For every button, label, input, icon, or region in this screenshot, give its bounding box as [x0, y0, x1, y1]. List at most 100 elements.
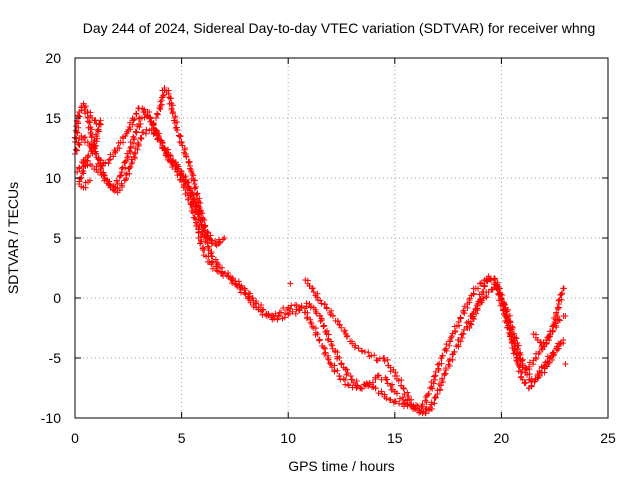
- series-track-d: [153, 85, 223, 249]
- data-point-marker: [555, 305, 562, 312]
- data-point-marker: [475, 285, 482, 292]
- data-point-marker: [209, 253, 216, 260]
- data-point-marker: [312, 306, 319, 313]
- data-point-marker: [118, 165, 125, 172]
- data-point-marker: [354, 382, 361, 389]
- data-point-marker: [313, 294, 320, 301]
- data-point-marker: [439, 352, 446, 359]
- data-point-marker: [165, 146, 172, 153]
- x-tick-label: 5: [178, 430, 186, 446]
- data-point-marker: [177, 133, 184, 140]
- data-point-marker: [245, 295, 252, 302]
- data-point-marker: [130, 134, 137, 141]
- data-point-marker: [309, 285, 316, 292]
- data-point-marker: [182, 173, 189, 180]
- data-point-marker: [143, 126, 150, 133]
- data-point-marker: [129, 121, 136, 128]
- data-point-marker: [201, 217, 208, 223]
- data-point-marker: [213, 242, 220, 249]
- data-point-marker: [265, 312, 272, 319]
- data-point-marker: [343, 366, 350, 373]
- data-point-marker: [302, 277, 309, 283]
- data-point-marker: [173, 127, 180, 134]
- data-point-marker: [161, 85, 168, 91]
- data-point-marker: [425, 390, 432, 397]
- data-point-marker: [237, 284, 244, 291]
- data-point-marker: [413, 405, 420, 412]
- data-point-marker: [123, 157, 130, 164]
- data-point-marker: [384, 376, 391, 383]
- data-point-marker: [494, 279, 501, 286]
- data-point-marker: [355, 345, 362, 352]
- data-point-marker: [174, 119, 181, 126]
- data-point-marker: [197, 240, 204, 247]
- data-point-marker: [87, 129, 94, 136]
- data-point-marker: [92, 131, 99, 138]
- data-point-marker: [466, 297, 473, 304]
- data-point-marker: [560, 337, 567, 343]
- data-point-marker: [468, 321, 475, 328]
- data-point-marker: [84, 139, 91, 145]
- data-point-marker: [122, 171, 129, 178]
- data-point-marker: [549, 350, 556, 357]
- data-point-marker: [416, 407, 423, 414]
- data-point-marker: [146, 109, 153, 115]
- data-point-marker: [184, 179, 191, 186]
- data-point-marker: [227, 275, 234, 282]
- data-point-marker: [292, 310, 299, 317]
- data-point-marker: [242, 291, 249, 298]
- data-point-marker: [80, 157, 87, 164]
- data-point-marker: [114, 178, 121, 185]
- data-point-marker: [190, 191, 197, 198]
- data-point-marker: [328, 341, 335, 348]
- data-point-marker: [176, 133, 183, 140]
- data-point-marker: [442, 365, 449, 372]
- data-point-marker: [106, 157, 113, 163]
- data-point-marker: [442, 345, 449, 352]
- data-point-marker: [401, 390, 408, 397]
- data-point-marker: [141, 106, 148, 113]
- data-point-marker: [197, 200, 204, 207]
- data-point-marker: [88, 148, 95, 155]
- data-point-marker: [383, 395, 390, 402]
- x-tick-label: 0: [71, 430, 79, 446]
- data-point-marker: [76, 164, 83, 171]
- data-point-marker: [282, 310, 289, 317]
- data-point-marker: [130, 140, 137, 147]
- data-point-marker: [149, 122, 156, 129]
- data-point-marker: [187, 187, 194, 194]
- data-point-marker: [467, 320, 474, 327]
- data-point-marker: [344, 381, 351, 388]
- data-point-marker: [455, 337, 462, 343]
- data-point-marker: [366, 381, 373, 388]
- data-point-marker: [389, 381, 396, 388]
- data-point-marker: [288, 302, 295, 309]
- data-point-marker: [405, 392, 412, 399]
- data-point-marker: [170, 117, 177, 124]
- data-point-marker: [250, 303, 257, 310]
- data-point-marker: [509, 331, 516, 338]
- data-point-marker: [422, 410, 429, 417]
- data-point-marker: [154, 110, 161, 117]
- data-point-marker: [193, 192, 200, 199]
- data-point-marker: [446, 362, 453, 369]
- data-point-marker: [140, 129, 147, 136]
- data-point-marker: [122, 159, 129, 166]
- data-point-marker: [317, 318, 324, 325]
- data-point-marker: [400, 385, 407, 391]
- data-point-marker: [552, 310, 559, 317]
- data-point-marker: [222, 270, 229, 277]
- data-point-marker: [341, 327, 348, 334]
- axes: 0 5 10 15 20 25 -10 -5 0 5 10 15 20: [41, 50, 616, 446]
- data-point-marker: [515, 350, 522, 357]
- data-point-marker: [99, 163, 106, 169]
- data-point-marker: [435, 367, 442, 373]
- data-point-marker: [445, 357, 452, 364]
- data-point-marker: [158, 139, 165, 146]
- data-point-marker: [537, 339, 544, 346]
- data-point-marker: [153, 115, 160, 121]
- data-point-marker: [431, 395, 438, 402]
- x-tick-label: 10: [280, 430, 296, 446]
- data-point-marker: [423, 398, 430, 405]
- data-point-marker: [198, 209, 205, 215]
